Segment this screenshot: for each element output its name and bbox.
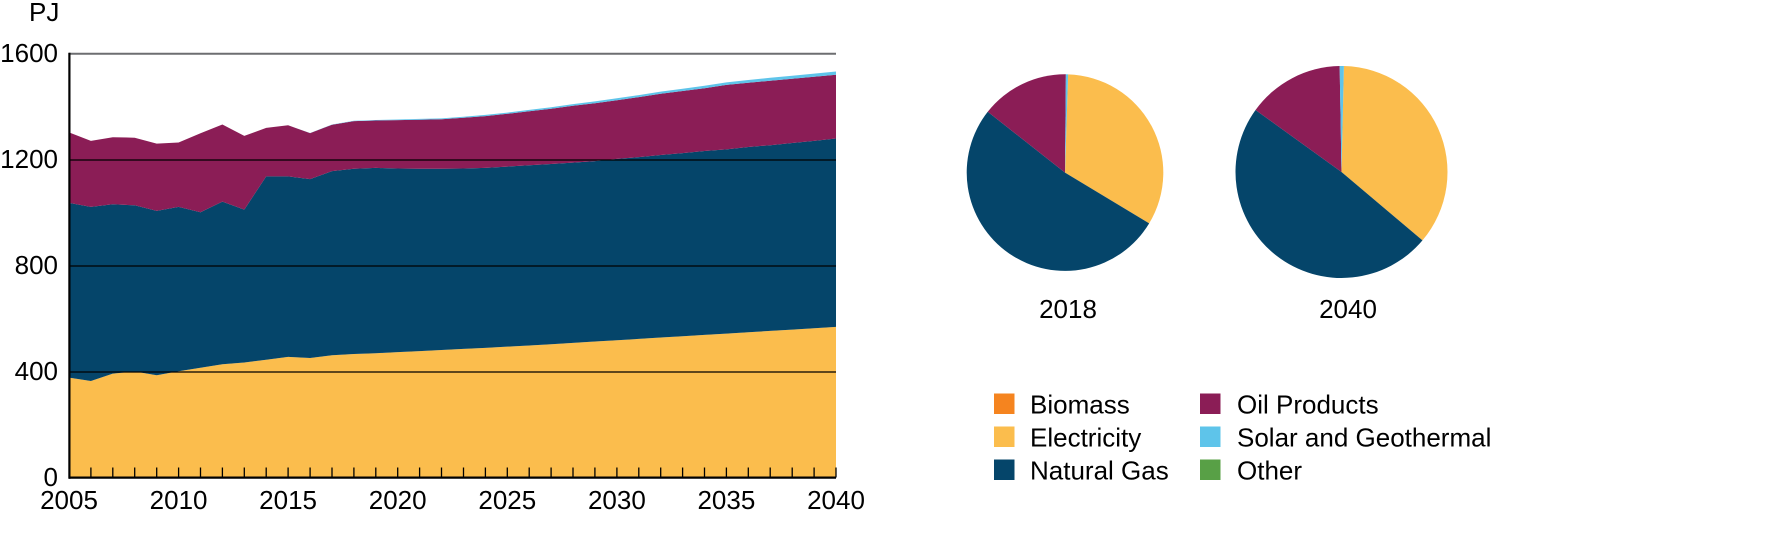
svg-text:2018: 2018 [1039,294,1097,324]
svg-text:0: 0 [44,462,58,492]
svg-text:PJ: PJ [29,0,59,27]
svg-text:Electricity: Electricity [1030,423,1141,453]
svg-text:2035: 2035 [697,485,755,515]
svg-text:2015: 2015 [259,485,317,515]
svg-text:Other: Other [1237,456,1302,486]
svg-text:2020: 2020 [369,485,427,515]
svg-text:Oil Products: Oil Products [1237,390,1379,420]
svg-text:400: 400 [15,356,58,386]
svg-text:Biomass: Biomass [1030,390,1130,420]
svg-text:2040: 2040 [1319,294,1377,324]
svg-text:Solar and Geothermal: Solar and Geothermal [1237,423,1491,453]
svg-text:2010: 2010 [150,485,208,515]
svg-text:2025: 2025 [478,485,536,515]
svg-text:Natural Gas: Natural Gas [1030,456,1169,486]
svg-text:1200: 1200 [0,144,58,174]
svg-text:800: 800 [15,250,58,280]
svg-text:2005: 2005 [40,485,98,515]
svg-text:2040: 2040 [807,485,865,515]
svg-text:2030: 2030 [588,485,646,515]
svg-text:1600: 1600 [0,38,58,68]
